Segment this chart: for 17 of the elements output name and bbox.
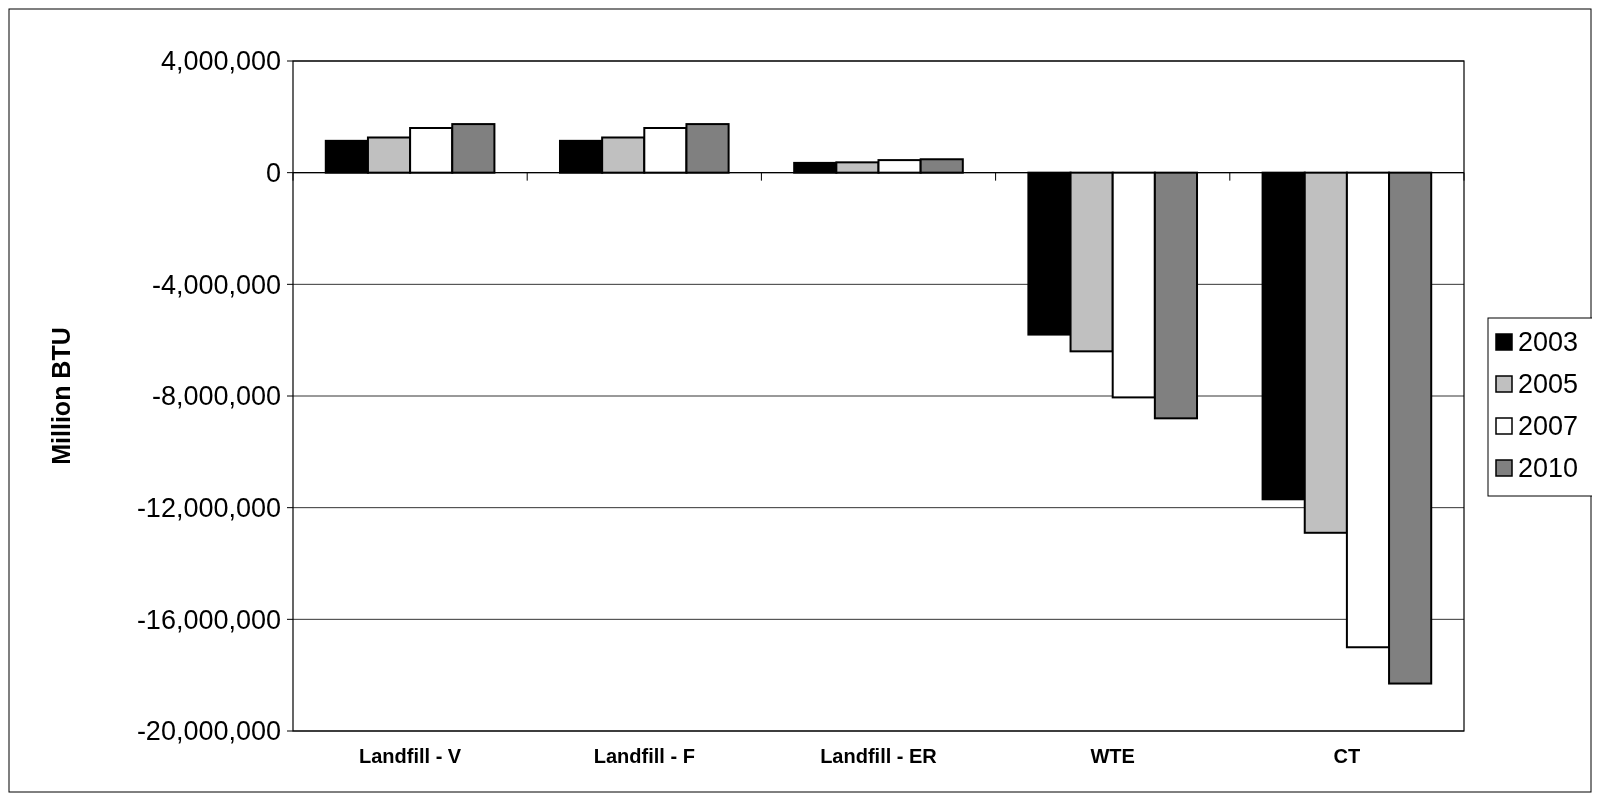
x-tick-label: Landfill - F — [593, 745, 695, 767]
legend-label: 2010 — [1518, 453, 1579, 484]
y-tick-label: -12,000,000 — [136, 493, 281, 524]
y-axis-title: Million BTU — [47, 327, 75, 465]
x-tick-label: CT — [1333, 745, 1361, 767]
legend-label: 2003 — [1518, 327, 1579, 358]
x-tick-label: Landfill - V — [358, 745, 462, 767]
y-tick-label: -4,000,000 — [151, 269, 281, 300]
legend-label: 2005 — [1518, 369, 1579, 400]
x-tick-label: Landfill - ER — [820, 745, 938, 767]
y-tick-label: 4,000,000 — [160, 46, 281, 77]
y-tick-label: -16,000,000 — [136, 604, 281, 635]
legend-label: 2007 — [1518, 411, 1579, 442]
y-tick-label: -20,000,000 — [136, 716, 281, 747]
x-tick-label: WTE — [1090, 745, 1135, 767]
y-tick-label: 0 — [265, 158, 281, 189]
y-tick-label: -8,000,000 — [151, 381, 281, 412]
